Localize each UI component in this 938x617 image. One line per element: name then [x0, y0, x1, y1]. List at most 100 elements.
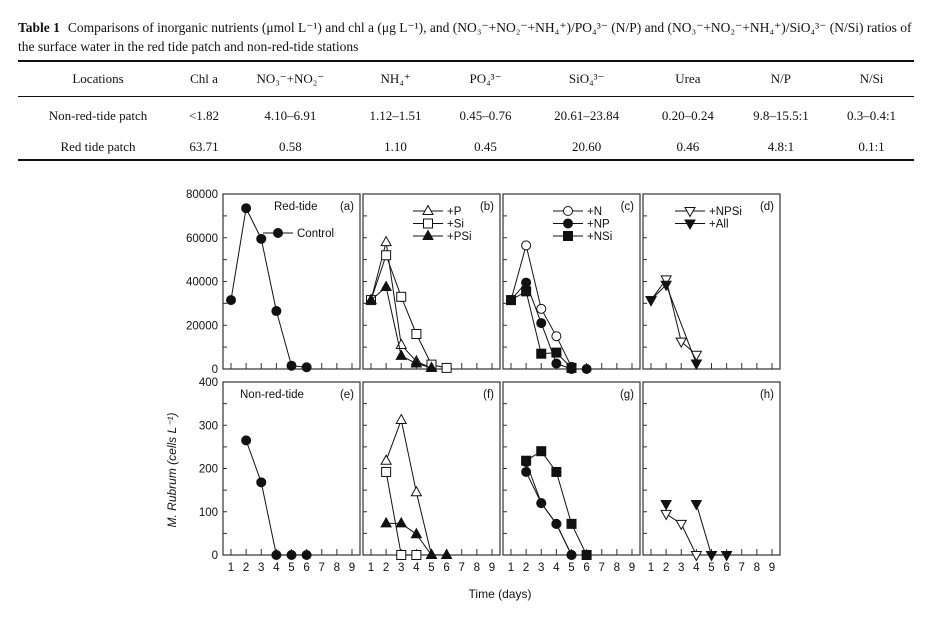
y-tick-label: 100	[199, 507, 218, 519]
series-plus-psi	[380, 516, 453, 559]
data-point	[271, 306, 282, 317]
data-point	[271, 550, 282, 560]
data-point	[536, 318, 547, 329]
panel-a: (a) Red-tide Control	[222, 193, 361, 373]
x-tick-label: 8	[614, 562, 620, 574]
data-point	[551, 358, 562, 369]
data-point	[521, 466, 532, 477]
data-point	[441, 362, 452, 373]
series-control	[241, 435, 312, 560]
panel-title: Non-red-tide	[240, 389, 304, 401]
panel-f: 1 2 3 4 5 6 7 8 9 (f)	[362, 381, 501, 574]
data-point	[675, 337, 688, 349]
series-line	[370, 241, 432, 369]
data-point	[705, 551, 718, 562]
panel-frame	[222, 381, 361, 556]
panel-tag: (g)	[620, 389, 634, 401]
y-axis-label: M. Rubrum (cells L⁻¹)	[165, 412, 179, 527]
x-tick-label: 1	[508, 562, 514, 574]
x-tick-label: 4	[553, 562, 560, 574]
table-cell: 0.1:1	[858, 139, 885, 154]
y-tick-label: 400	[199, 377, 218, 389]
data-point	[380, 235, 392, 247]
data-point	[675, 519, 688, 531]
x-tick-label: 3	[678, 562, 684, 574]
data-point	[380, 280, 392, 291]
legend-marker	[422, 204, 434, 215]
data-point	[256, 233, 267, 244]
data-point	[521, 286, 532, 297]
col-header: Urea	[675, 71, 701, 86]
panel-e: 1 2 3 4 5 6 7 8 9 (e) Non-red-tide	[222, 381, 361, 574]
data-point	[690, 359, 703, 371]
panel-h: 1 2 3 4 5 6 7 8 9 (h)	[642, 381, 781, 574]
legend: +P+Si+PSi	[413, 204, 472, 243]
x-tick-label: 5	[708, 562, 714, 574]
data-point	[380, 516, 392, 528]
data-point	[411, 329, 422, 339]
data-point	[381, 466, 392, 477]
data-point	[410, 485, 423, 497]
table-cell: 0.45	[474, 139, 497, 154]
data-point	[536, 303, 547, 314]
x-tick-label: 2	[383, 562, 389, 574]
data-point	[521, 455, 532, 466]
panel-tag: (c)	[621, 201, 635, 213]
nutrients-table: Locations Chl a NO₃⁻+NO₂⁻ NH₄⁺ PO₄³⁻ SiO…	[18, 60, 914, 161]
table-cell: 9.8–15.5:1	[753, 108, 809, 123]
data-point	[536, 498, 547, 509]
legend-marker	[563, 206, 573, 216]
data-point	[395, 413, 408, 425]
data-point	[301, 362, 312, 373]
data-point	[660, 509, 672, 521]
series-plus-all	[660, 499, 672, 511]
data-point	[551, 347, 562, 358]
y-tick-label: 40000	[186, 277, 218, 289]
legend-label: +Si	[447, 219, 464, 231]
panel-tag: (f)	[483, 389, 494, 401]
table-cell: 0.45–0.76	[459, 108, 512, 123]
y-tick-label: 80000	[186, 189, 218, 201]
table-row: Red tide patch 63.71 0.58 1.10 0.45 20.6…	[18, 135, 914, 160]
data-point	[396, 291, 407, 302]
legend-marker	[684, 207, 696, 218]
y-tick-label: 60000	[186, 233, 218, 245]
data-point	[425, 361, 438, 372]
data-point	[690, 499, 703, 511]
x-tick-label: 3	[538, 562, 544, 574]
data-point	[551, 518, 562, 529]
legend-label: +P	[447, 206, 462, 218]
data-point	[286, 360, 297, 371]
series-line	[370, 253, 447, 369]
data-point	[365, 293, 377, 305]
series-line	[385, 418, 432, 556]
panel-frame	[222, 193, 361, 370]
series-plus-n	[521, 457, 577, 560]
col-header: NH₄⁺	[380, 71, 411, 86]
x-tick-label: 4	[273, 562, 280, 574]
data-point	[301, 550, 312, 560]
table-cell: Non-red-tide patch	[48, 108, 148, 123]
panel-d: (d) +NPSi+All	[642, 193, 781, 371]
panel-tag: (a)	[340, 201, 354, 213]
data-point	[551, 466, 562, 477]
x-tick-label: 7	[459, 562, 465, 574]
col-header: Chl a	[190, 71, 218, 86]
x-tick-label: 2	[663, 562, 669, 574]
x-tick-label: 5	[288, 562, 294, 574]
legend-label: Control	[297, 228, 334, 240]
data-point	[660, 275, 672, 286]
x-tick-label: 9	[349, 562, 355, 574]
caption-label: Table 1	[18, 20, 60, 35]
data-point	[425, 548, 438, 559]
series-plus-npsi	[645, 275, 703, 362]
series-plus-psi	[365, 280, 438, 372]
table-row: Non-red-tide patch <1.82 4.10–6.91 1.12–…	[18, 97, 914, 136]
legend-label: +All	[709, 219, 729, 231]
legend-label: +NP	[587, 219, 610, 231]
x-tick-label: 5	[568, 562, 574, 574]
data-point	[395, 516, 408, 528]
table-cell: 20.60	[572, 139, 602, 154]
series-plus-all	[645, 280, 703, 371]
y-tick-label: 300	[199, 420, 218, 432]
